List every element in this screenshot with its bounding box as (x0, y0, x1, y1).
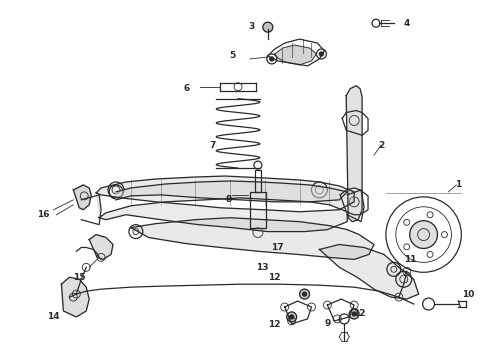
Text: 14: 14 (47, 312, 60, 321)
Text: 12: 12 (269, 273, 281, 282)
Circle shape (302, 292, 307, 296)
Text: 3: 3 (249, 22, 255, 31)
Circle shape (319, 52, 323, 56)
Text: 11: 11 (404, 255, 417, 264)
Text: 8: 8 (225, 195, 231, 204)
Circle shape (352, 312, 356, 316)
Polygon shape (89, 235, 113, 260)
Text: 7: 7 (209, 141, 216, 150)
Polygon shape (116, 181, 347, 202)
Polygon shape (131, 218, 374, 260)
Text: 1: 1 (455, 180, 462, 189)
Text: 9: 9 (324, 319, 331, 328)
Text: 13: 13 (256, 263, 268, 272)
Circle shape (349, 309, 359, 319)
Polygon shape (74, 185, 91, 210)
Polygon shape (61, 277, 89, 317)
Text: 17: 17 (271, 243, 284, 252)
Circle shape (299, 289, 310, 299)
Polygon shape (319, 244, 418, 299)
Text: 2: 2 (378, 141, 384, 150)
Circle shape (290, 315, 294, 319)
Text: 5: 5 (229, 51, 235, 60)
Circle shape (287, 312, 296, 322)
Text: 16: 16 (37, 210, 50, 219)
Text: 4: 4 (404, 19, 410, 28)
Text: 10: 10 (462, 289, 474, 298)
Text: 12: 12 (269, 320, 281, 329)
Circle shape (410, 221, 438, 248)
Text: 6: 6 (183, 84, 190, 93)
Polygon shape (275, 45, 317, 65)
Polygon shape (96, 176, 354, 231)
Polygon shape (346, 86, 362, 222)
Text: 12: 12 (353, 310, 366, 319)
Circle shape (270, 57, 274, 61)
Text: 15: 15 (73, 273, 86, 282)
Circle shape (263, 22, 273, 32)
